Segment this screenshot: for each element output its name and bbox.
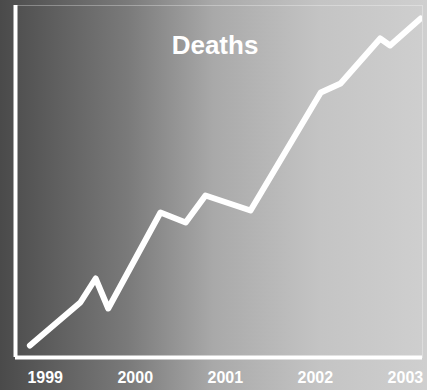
- svg-text:Deaths: Deaths: [172, 30, 259, 60]
- svg-text:2003: 2003: [388, 369, 424, 386]
- svg-text:2001: 2001: [208, 369, 244, 386]
- svg-text:2002: 2002: [298, 369, 334, 386]
- svg-text:1999: 1999: [27, 369, 63, 386]
- svg-text:2000: 2000: [117, 369, 153, 386]
